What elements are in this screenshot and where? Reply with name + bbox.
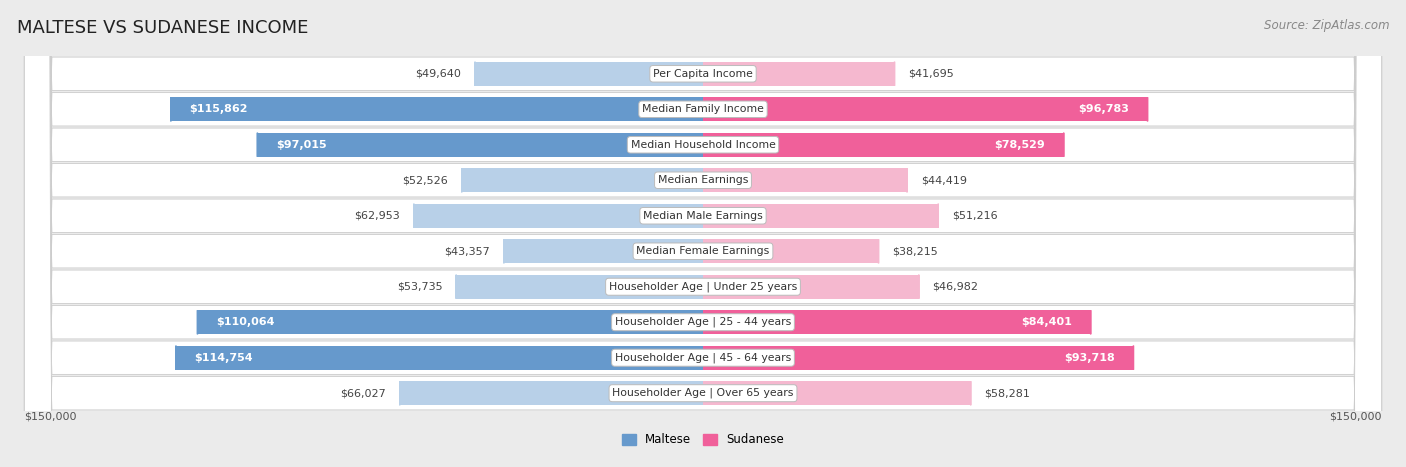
Text: $110,064: $110,064 (217, 317, 274, 327)
Bar (703, 346, 1133, 370)
Bar (475, 62, 703, 86)
Text: Householder Age | 25 - 44 years: Householder Age | 25 - 44 years (614, 317, 792, 327)
Text: $53,735: $53,735 (396, 282, 443, 292)
Text: $41,695: $41,695 (908, 69, 955, 79)
FancyBboxPatch shape (24, 0, 1382, 467)
Text: MALTESE VS SUDANESE INCOME: MALTESE VS SUDANESE INCOME (17, 19, 308, 37)
FancyBboxPatch shape (24, 0, 1382, 467)
FancyBboxPatch shape (24, 0, 1382, 467)
Bar (703, 97, 1147, 121)
Text: $38,215: $38,215 (893, 246, 938, 256)
Text: $150,000: $150,000 (1329, 412, 1382, 422)
Bar (257, 133, 703, 157)
FancyBboxPatch shape (24, 0, 1382, 467)
Text: $58,281: $58,281 (984, 388, 1031, 398)
Bar (703, 275, 918, 299)
Text: $52,526: $52,526 (402, 175, 449, 185)
Bar (703, 204, 938, 228)
Text: $43,357: $43,357 (444, 246, 491, 256)
Text: $150,000: $150,000 (24, 412, 77, 422)
Text: $51,216: $51,216 (952, 211, 998, 221)
Text: Per Capita Income: Per Capita Income (652, 69, 754, 79)
Text: $49,640: $49,640 (415, 69, 461, 79)
Text: $44,419: $44,419 (921, 175, 967, 185)
FancyBboxPatch shape (24, 0, 1382, 467)
FancyBboxPatch shape (24, 0, 1382, 467)
Text: Householder Age | Over 65 years: Householder Age | Over 65 years (612, 388, 794, 398)
Legend: Maltese, Sudanese: Maltese, Sudanese (617, 429, 789, 451)
Text: $46,982: $46,982 (932, 282, 979, 292)
Text: Source: ZipAtlas.com: Source: ZipAtlas.com (1264, 19, 1389, 32)
Text: $96,783: $96,783 (1078, 104, 1129, 114)
FancyBboxPatch shape (24, 0, 1382, 467)
Text: $115,862: $115,862 (190, 104, 247, 114)
Text: $114,754: $114,754 (194, 353, 253, 363)
FancyBboxPatch shape (24, 0, 1382, 467)
Text: $84,401: $84,401 (1021, 317, 1073, 327)
Text: Householder Age | Under 25 years: Householder Age | Under 25 years (609, 282, 797, 292)
Text: $78,529: $78,529 (994, 140, 1045, 150)
Bar (413, 204, 703, 228)
Bar (456, 275, 703, 299)
Text: $62,953: $62,953 (354, 211, 401, 221)
Text: $97,015: $97,015 (276, 140, 326, 150)
Bar (503, 239, 703, 263)
Bar (176, 346, 703, 370)
FancyBboxPatch shape (24, 0, 1382, 467)
FancyBboxPatch shape (24, 0, 1382, 467)
Bar (197, 310, 703, 334)
Text: Median Household Income: Median Household Income (630, 140, 776, 150)
Bar (703, 381, 970, 405)
Text: Median Female Earnings: Median Female Earnings (637, 246, 769, 256)
Bar (172, 97, 703, 121)
Bar (703, 168, 907, 192)
Bar (703, 239, 879, 263)
Text: Median Earnings: Median Earnings (658, 175, 748, 185)
Text: Householder Age | 45 - 64 years: Householder Age | 45 - 64 years (614, 353, 792, 363)
Bar (703, 310, 1091, 334)
Text: $93,718: $93,718 (1064, 353, 1115, 363)
Bar (461, 168, 703, 192)
Text: $66,027: $66,027 (340, 388, 387, 398)
Bar (703, 133, 1064, 157)
Bar (399, 381, 703, 405)
Text: Median Family Income: Median Family Income (643, 104, 763, 114)
Text: Median Male Earnings: Median Male Earnings (643, 211, 763, 221)
Bar (703, 62, 894, 86)
